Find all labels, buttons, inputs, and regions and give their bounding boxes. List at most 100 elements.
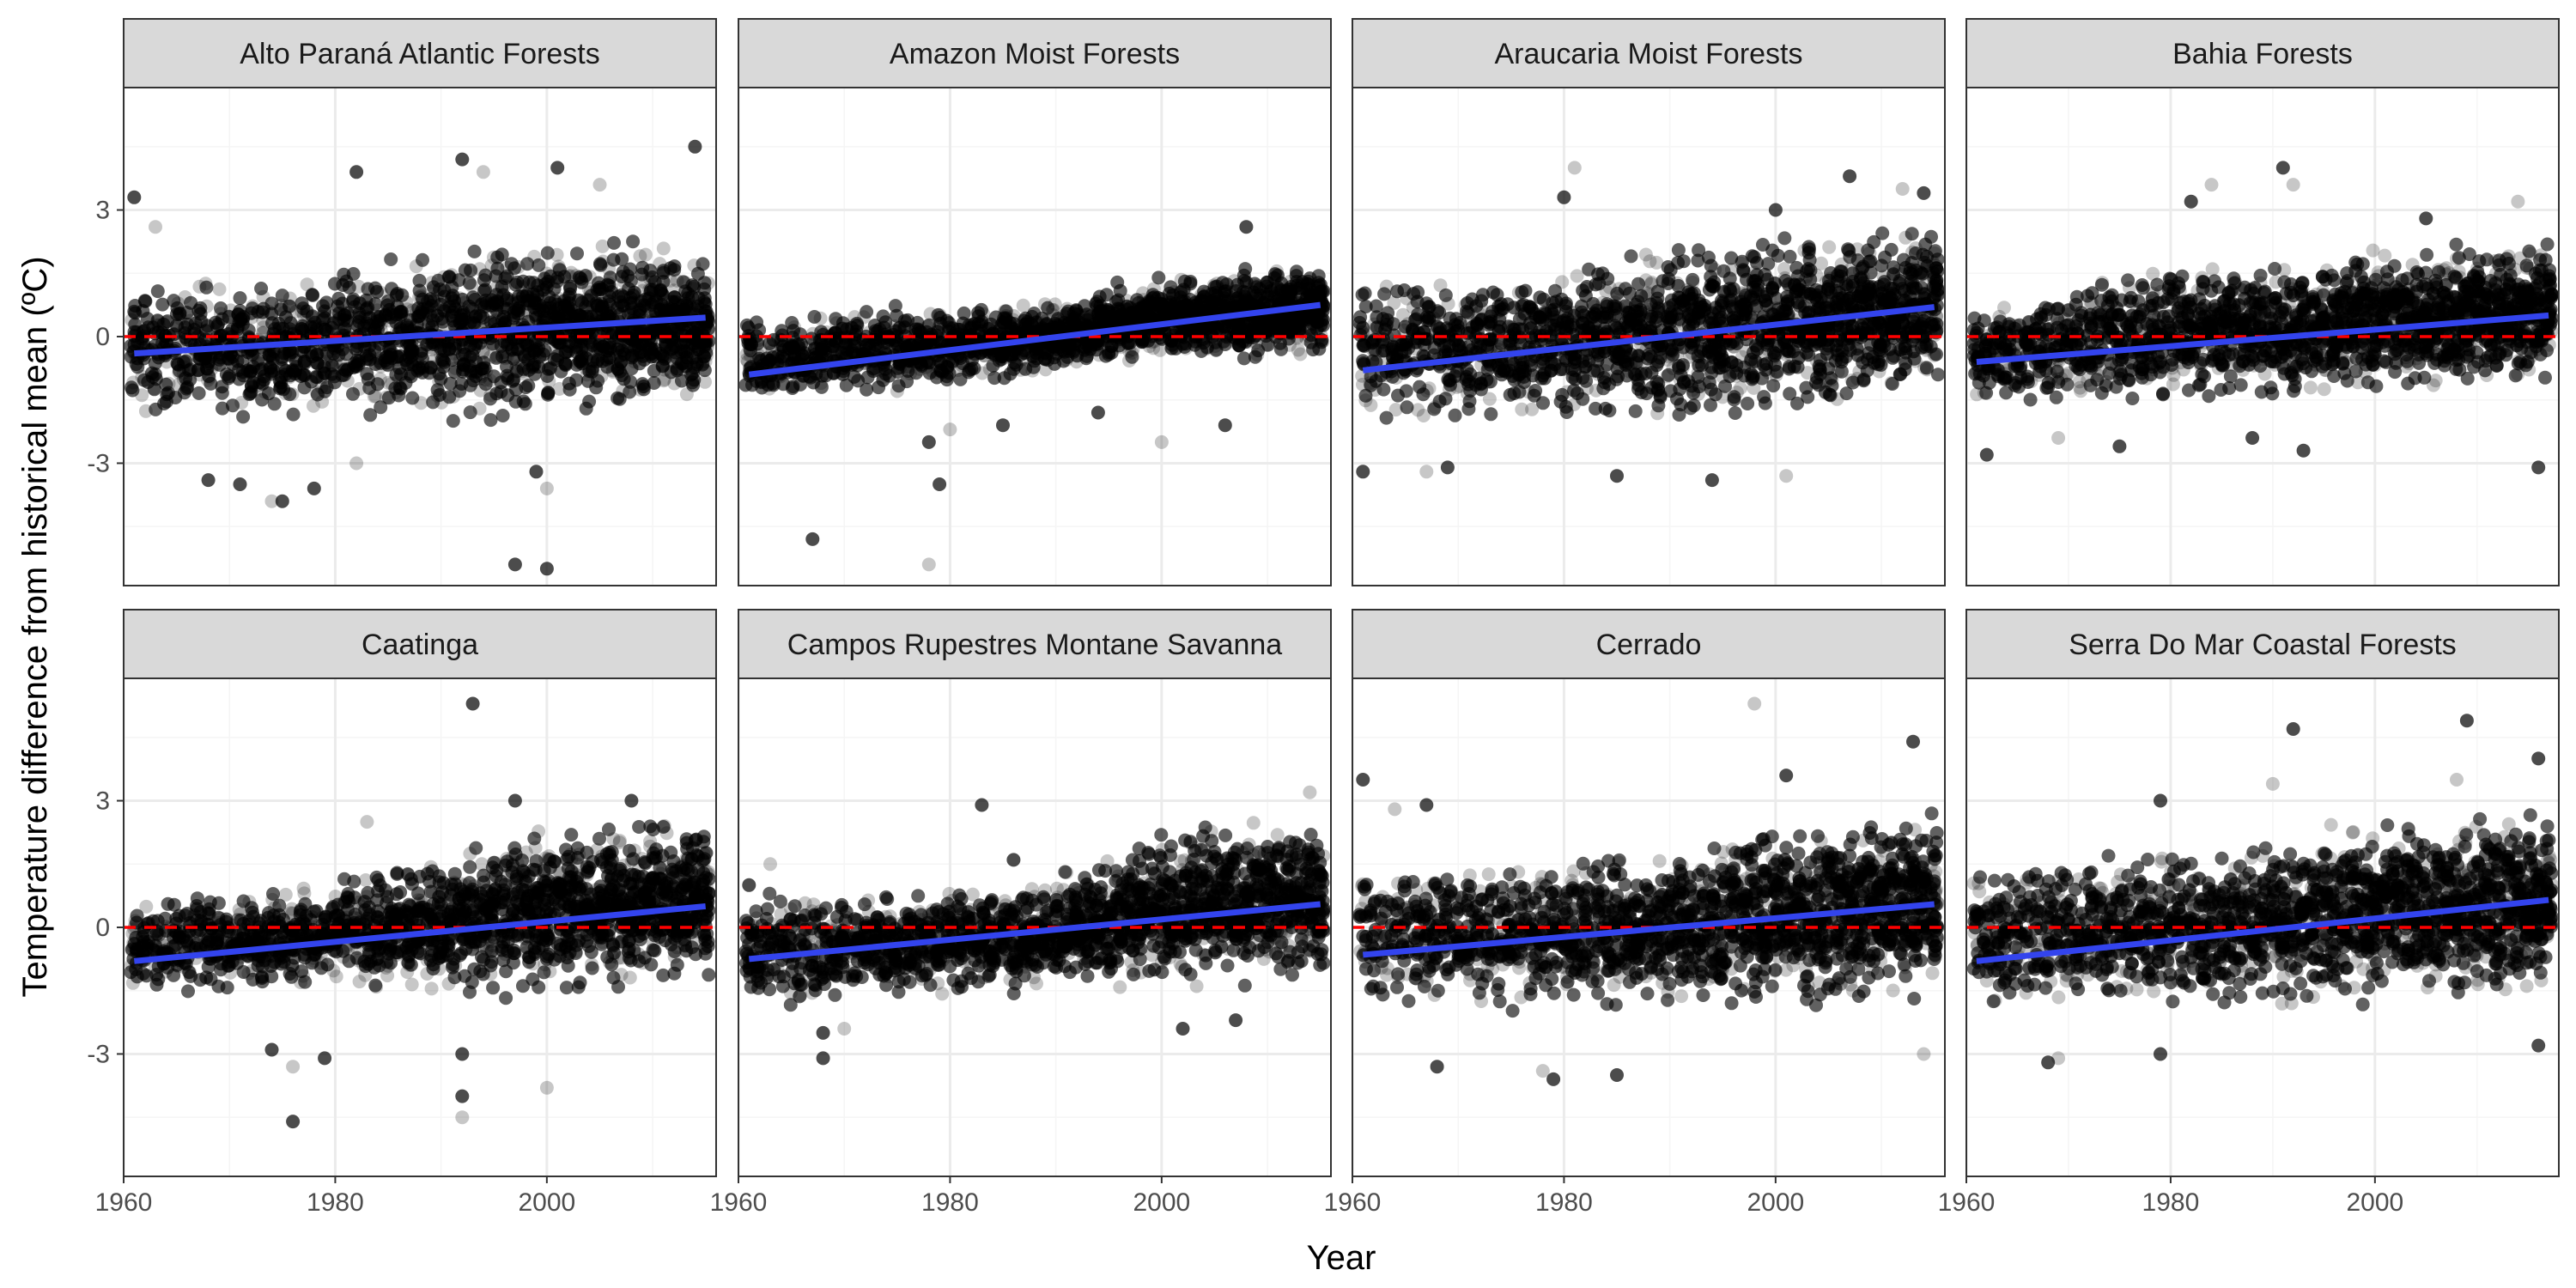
data-point: [307, 398, 320, 413]
outlier-point: [539, 562, 554, 576]
data-point: [1438, 392, 1453, 406]
data-point: [216, 401, 229, 416]
data-point: [336, 342, 349, 356]
data-point: [1643, 254, 1657, 269]
data-point: [1671, 278, 1686, 293]
data-point: [422, 366, 436, 380]
data-point: [472, 401, 487, 416]
data-point: [807, 310, 822, 324]
data-point: [686, 303, 701, 317]
data-point: [1734, 312, 1748, 326]
data-point: [1206, 296, 1219, 310]
data-point: [1649, 310, 1664, 325]
data-points: [124, 139, 716, 576]
data-point: [1692, 305, 1706, 319]
data-point: [866, 364, 881, 379]
data-point: [1399, 384, 1413, 398]
data-point: [542, 374, 556, 388]
data-point: [1449, 312, 1463, 326]
data-point: [1691, 253, 1705, 268]
data-point: [1482, 392, 1497, 406]
data-point: [1599, 284, 1613, 299]
data-point: [557, 270, 572, 284]
data-point: [1291, 343, 1305, 357]
data-point: [929, 328, 944, 343]
data-point: [602, 276, 617, 290]
data-point: [1045, 303, 1060, 318]
panel-border: [738, 87, 1332, 586]
outlier-point: [550, 161, 565, 175]
data-point: [860, 305, 874, 319]
facet-strip: [738, 18, 1332, 88]
data-point: [1358, 300, 1373, 313]
data-point: [1741, 397, 1755, 410]
outlier-point: [476, 165, 490, 179]
outlier-point: [529, 465, 544, 479]
data-point: [633, 249, 647, 264]
data-point: [1628, 404, 1643, 418]
data-point: [876, 373, 890, 387]
data-point: [595, 239, 610, 253]
data-point: [1524, 301, 1539, 315]
data-point: [1595, 306, 1610, 320]
data-point: [1358, 388, 1373, 403]
data-point: [1708, 387, 1722, 402]
data-point: [315, 394, 330, 409]
data-point: [515, 364, 530, 379]
data-point: [582, 364, 597, 379]
data-point: [1411, 403, 1425, 417]
data-point: [667, 263, 682, 277]
data-point: [603, 270, 617, 285]
data-point: [300, 277, 314, 292]
data-point: [275, 289, 289, 303]
trend-line: [748, 301, 1321, 378]
data-point: [656, 241, 671, 256]
data-point: [147, 382, 161, 397]
data-point: [199, 299, 214, 313]
data-point: [1377, 287, 1392, 301]
y-tick-label: 3: [95, 197, 110, 225]
data-point: [974, 302, 988, 317]
data-point: [860, 382, 874, 397]
data-point: [1586, 296, 1601, 311]
data-point: [541, 387, 555, 402]
data-point: [633, 305, 647, 319]
data-point: [593, 258, 608, 272]
data-point: [233, 291, 247, 306]
data-point: [569, 373, 584, 387]
data-point: [201, 356, 216, 371]
data-point: [1479, 373, 1494, 387]
data-point: [1728, 406, 1742, 420]
data-point: [495, 409, 510, 422]
data-point: [188, 316, 203, 331]
data-point: [957, 306, 971, 320]
y-tick-label: 0: [95, 323, 110, 351]
data-point: [696, 349, 711, 364]
outlier-point: [805, 532, 820, 546]
data-point: [1249, 336, 1263, 350]
data-point: [1670, 307, 1684, 322]
data-point: [1013, 362, 1028, 377]
data-point: [1406, 322, 1420, 337]
data-point: [137, 294, 152, 308]
data-point: [1724, 251, 1739, 265]
data-point: [1309, 315, 1324, 330]
data-point: [939, 313, 954, 328]
data-point: [1420, 313, 1435, 327]
data-point: [283, 387, 297, 402]
data-point: [1470, 312, 1485, 326]
outlier-point: [1091, 405, 1105, 420]
outlier-point: [201, 473, 216, 488]
data-point: [179, 354, 193, 368]
data-point: [612, 364, 627, 379]
data-point: [212, 282, 227, 296]
data-point: [1528, 384, 1543, 398]
data-point: [1312, 342, 1327, 356]
data-point: [1686, 398, 1701, 413]
data-point: [191, 386, 206, 400]
data-point: [1400, 400, 1414, 415]
data-point: [478, 268, 493, 283]
data-point: [1702, 375, 1716, 390]
data-point: [402, 350, 416, 365]
data-point: [1364, 398, 1378, 412]
